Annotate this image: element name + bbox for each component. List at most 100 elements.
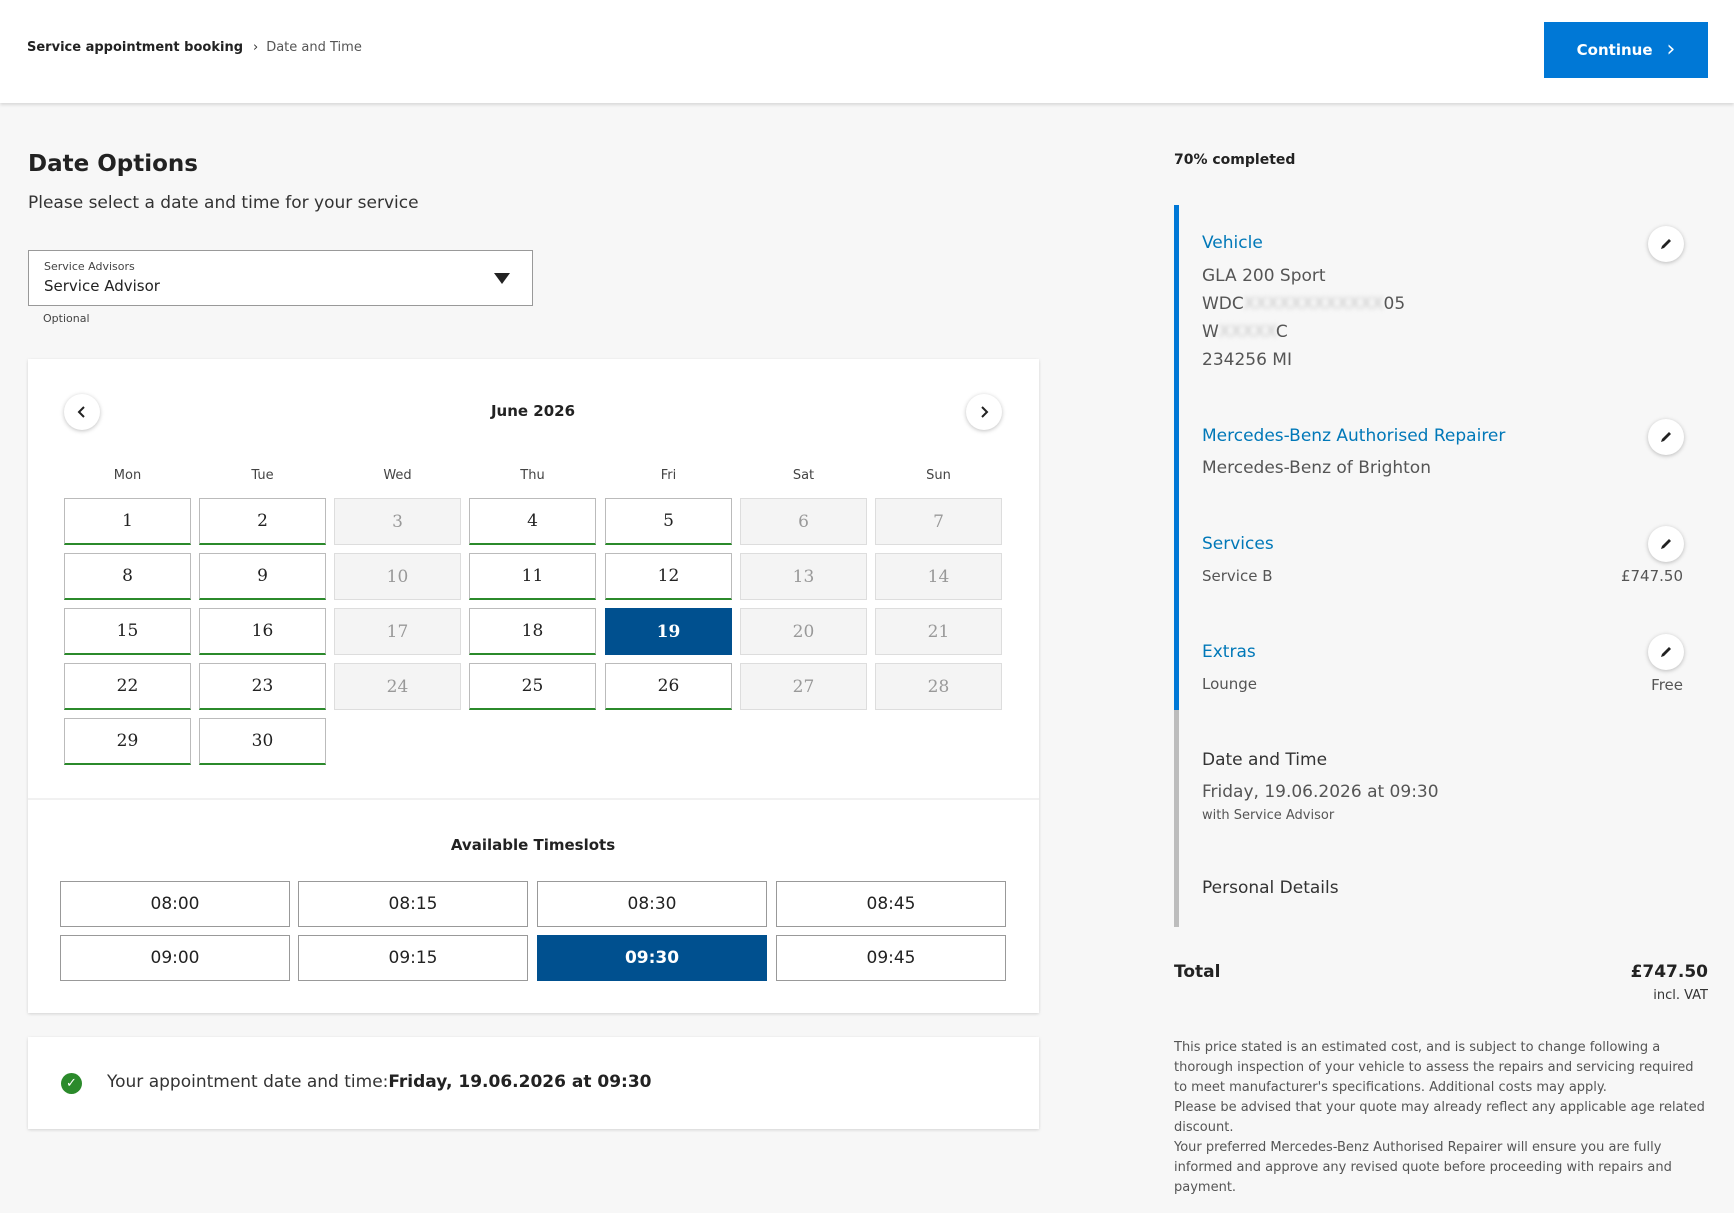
vehicle-title[interactable]: Vehicle (1202, 233, 1263, 253)
calendar-day[interactable]: 22 (64, 663, 191, 710)
service-price: £747.50 (1620, 567, 1683, 585)
timeslots-title: Available Timeslots (450, 836, 616, 854)
reg-start: W (1202, 322, 1219, 342)
calendar-day-selected[interactable]: 19 (605, 608, 732, 655)
calendar-day: 7 (875, 498, 1002, 545)
calendar-day: 6 (740, 498, 867, 545)
chevron-left-icon (77, 406, 85, 418)
extras-item: Lounge (1202, 675, 1258, 693)
calendar-day[interactable]: 25 (469, 663, 596, 710)
personal-details-title: Personal Details (1202, 878, 1339, 898)
next-month-button[interactable] (966, 394, 1002, 430)
date-time-value: Friday, 19.06.2026 at 09:30 (1202, 782, 1439, 802)
month-label: June 2026 (490, 402, 576, 420)
prev-month-button[interactable] (64, 394, 100, 430)
repairer-title[interactable]: Mercedes-Benz Authorised Repairer (1202, 426, 1506, 446)
weekday-label: Sat (792, 468, 815, 483)
breadcrumb-root[interactable]: Service appointment booking (27, 40, 243, 55)
calendar-day[interactable]: 12 (605, 553, 732, 600)
calendar-day[interactable]: 23 (199, 663, 326, 710)
extras-title[interactable]: Extras (1202, 642, 1256, 662)
calendar-day[interactable]: 26 (605, 663, 732, 710)
calendar-day[interactable]: 4 (469, 498, 596, 545)
calendar-day[interactable]: 29 (64, 718, 191, 765)
vehicle-model: GLA 200 Sport (1202, 266, 1326, 286)
breadcrumb: Service appointment booking › Date and T… (27, 40, 362, 55)
confirmation-prefix: Your appointment date and time: (107, 1072, 389, 1092)
calendar-day: 3 (334, 498, 461, 545)
continue-label: Continue (1576, 41, 1653, 59)
calendar-day: 14 (875, 553, 1002, 600)
timeslot-selected[interactable]: 09:30 (537, 935, 767, 981)
disclaimer-paragraph: Please be advised that your quote may al… (1174, 1100, 1705, 1135)
chevron-right-icon (981, 406, 989, 418)
calendar-day: 24 (334, 663, 461, 710)
confirmation-value: Friday, 19.06.2026 at 09:30 (388, 1072, 652, 1092)
service-item: Service B (1202, 567, 1273, 585)
chevron-right-icon: › (1666, 37, 1676, 62)
continue-button[interactable]: Continue › (1544, 22, 1708, 78)
caret-down-icon (494, 273, 510, 284)
total-value: £747.50 (1630, 962, 1708, 982)
calendar-day: 27 (740, 663, 867, 710)
services-title[interactable]: Services (1202, 534, 1274, 554)
edit-extras-button[interactable] (1648, 634, 1684, 670)
edit-vehicle-button[interactable] (1648, 226, 1684, 262)
vehicle-mileage: 234256 MI (1202, 350, 1292, 370)
vehicle-vin: WDCXXXXXXXXXXXX05 (1202, 294, 1405, 314)
calendar-day[interactable]: 5 (605, 498, 732, 545)
pencil-icon (1661, 239, 1671, 249)
date-time-advisor: with Service Advisor (1202, 808, 1335, 823)
select-label: Service Advisors (44, 260, 135, 273)
reg-masked: XXXXX (1218, 322, 1276, 342)
weekday-label: Mon (113, 468, 142, 483)
vehicle-registration: WXXXXXC (1202, 322, 1288, 342)
pencil-icon (1661, 432, 1671, 442)
weekday-label: Wed (383, 468, 412, 483)
pencil-icon (1661, 539, 1671, 549)
vin-start: WDC (1202, 294, 1244, 314)
calendar-day[interactable]: 9 (199, 553, 326, 600)
calendar-day: 13 (740, 553, 867, 600)
extras-price: Free (1651, 676, 1683, 694)
service-advisor-select[interactable]: Service Advisors Service Advisor (28, 250, 533, 306)
progress-label: 70% completed (1174, 152, 1296, 168)
calendar-divider (28, 798, 1039, 800)
timeslot[interactable]: 09:00 (60, 935, 290, 981)
progress-fill (1174, 205, 1179, 710)
calendar-day[interactable]: 1 (64, 498, 191, 545)
chevron-right-icon: › (253, 40, 259, 55)
timeslot[interactable]: 08:30 (537, 881, 767, 927)
confirmation-text: Your appointment date and time:Friday, 1… (107, 1072, 651, 1092)
calendar-day: 10 (334, 553, 461, 600)
timeslot[interactable]: 08:15 (298, 881, 528, 927)
timeslot[interactable]: 09:15 (298, 935, 528, 981)
calendar-day[interactable]: 11 (469, 553, 596, 600)
vat-note: incl. VAT (1653, 988, 1708, 1003)
calendar-day: 21 (875, 608, 1002, 655)
pencil-icon (1661, 647, 1671, 657)
calendar-day[interactable]: 2 (199, 498, 326, 545)
calendar-day[interactable]: 8 (64, 553, 191, 600)
reg-end: C (1275, 322, 1288, 342)
weekday-label: Thu (520, 468, 545, 483)
total-label: Total (1174, 962, 1221, 982)
date-time-title: Date and Time (1202, 750, 1328, 770)
calendar-day: 20 (740, 608, 867, 655)
timeslot[interactable]: 08:00 (60, 881, 290, 927)
timeslot[interactable]: 08:45 (776, 881, 1006, 927)
calendar-day: 28 (875, 663, 1002, 710)
calendar-day[interactable]: 18 (469, 608, 596, 655)
weekday-label: Fri (660, 468, 677, 483)
timeslot[interactable]: 09:45 (776, 935, 1006, 981)
calendar-day[interactable]: 30 (199, 718, 326, 765)
check-circle-icon: ✓ (61, 1073, 82, 1094)
edit-services-button[interactable] (1648, 526, 1684, 562)
disclaimer-paragraph: Your preferred Mercedes-Benz Authorised … (1174, 1140, 1672, 1195)
calendar-day[interactable]: 16 (199, 608, 326, 655)
repairer-name: Mercedes-Benz of Brighton (1202, 458, 1431, 478)
edit-repairer-button[interactable] (1648, 419, 1684, 455)
disclaimer-paragraph: This price stated is an estimated cost, … (1174, 1040, 1694, 1095)
calendar-day[interactable]: 15 (64, 608, 191, 655)
weekday-label: Sun (926, 468, 951, 483)
